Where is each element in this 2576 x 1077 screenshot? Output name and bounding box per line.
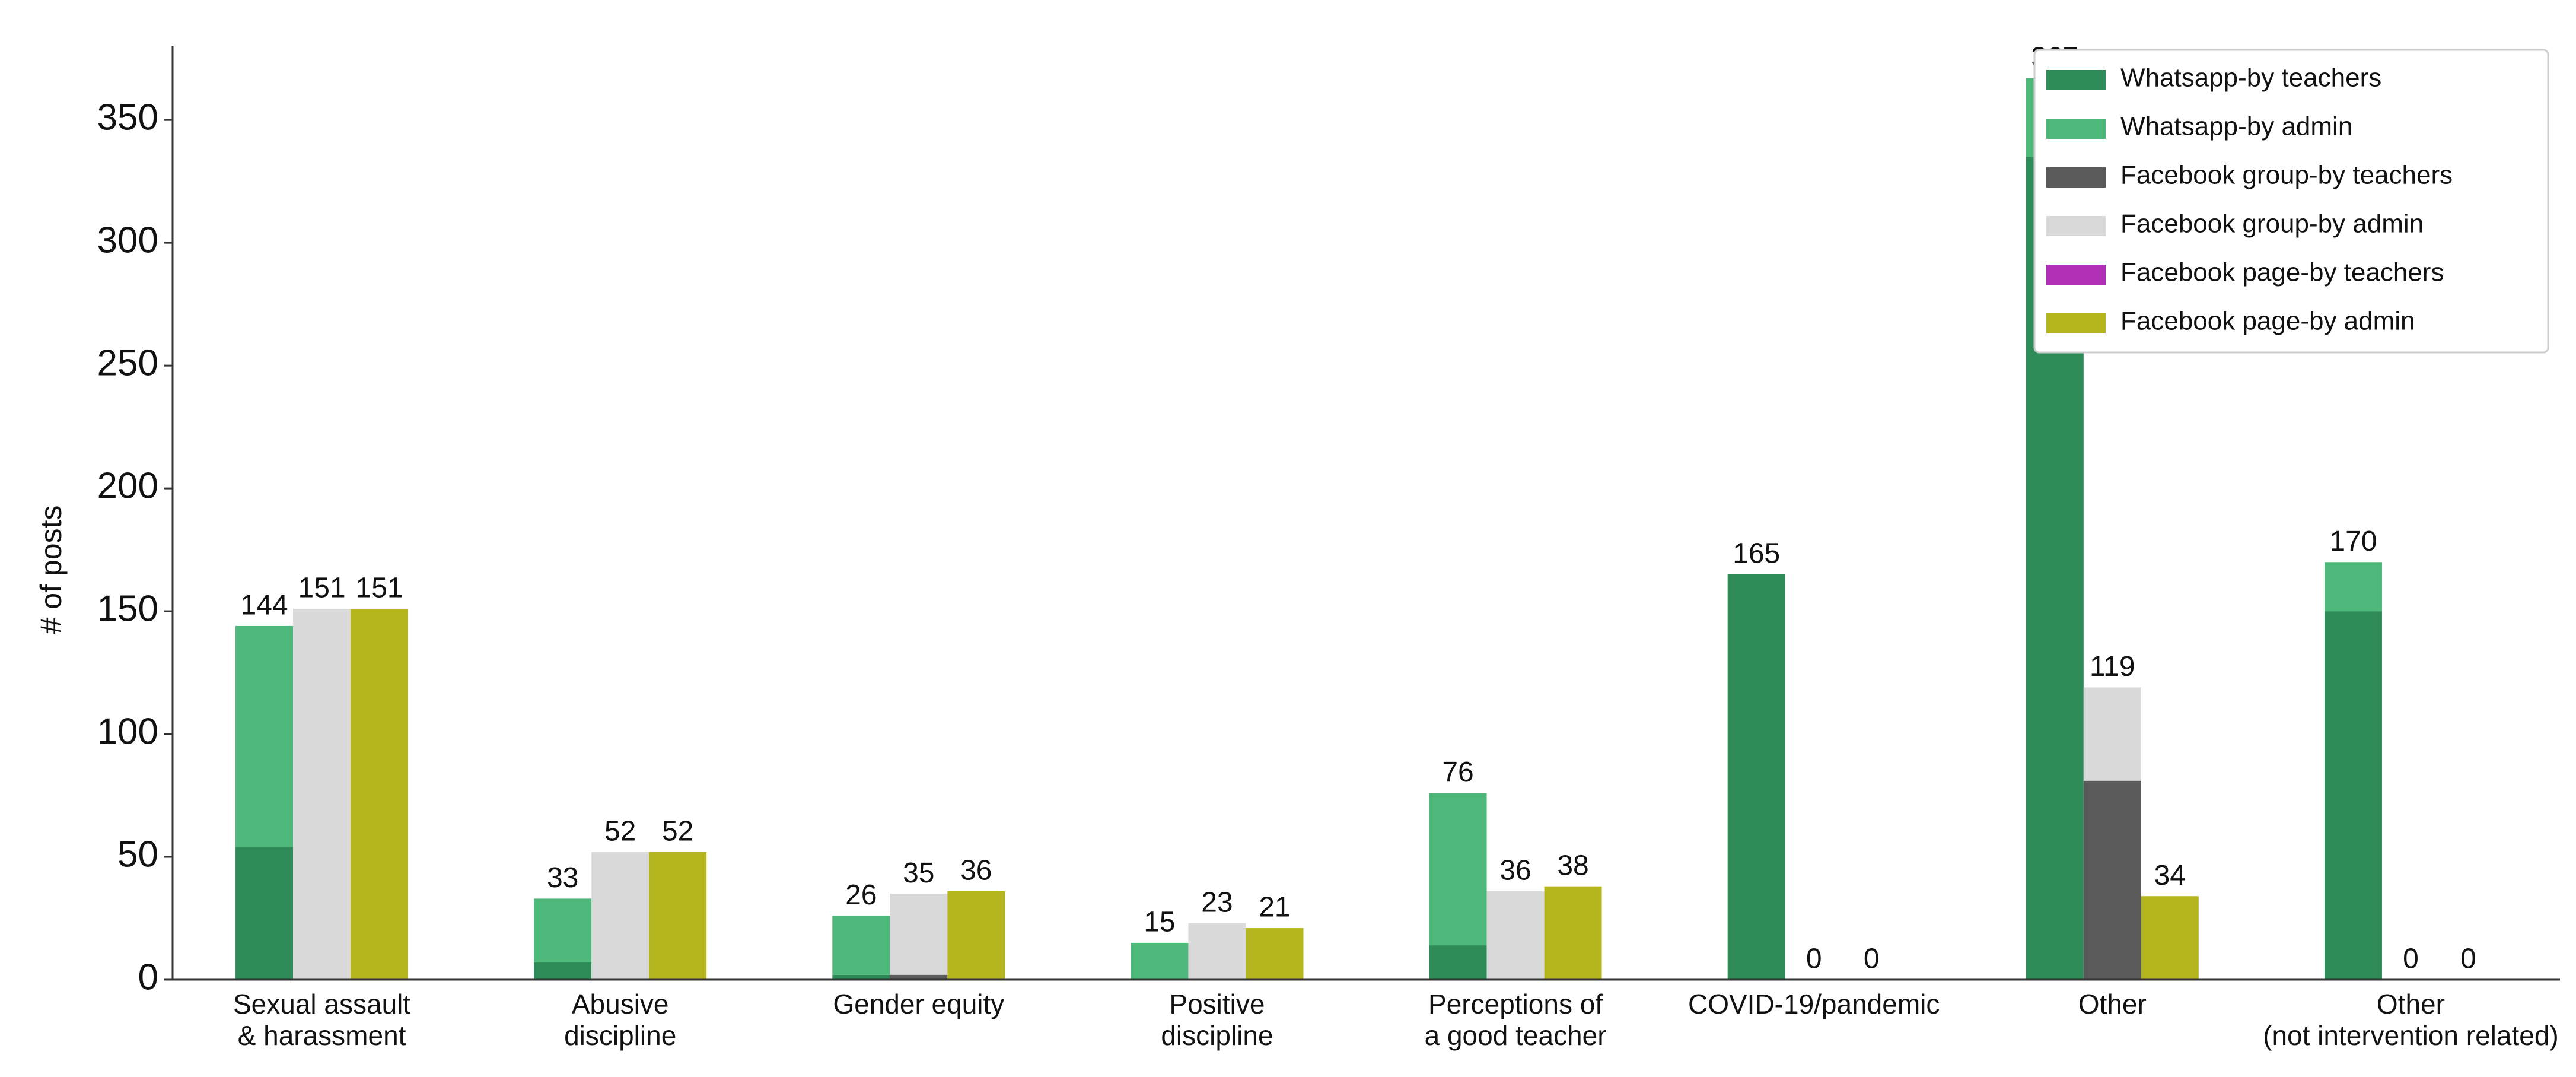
bar-segment [947, 891, 1005, 980]
bar-segment [2083, 780, 2141, 980]
total-label: 144 [241, 590, 288, 621]
total-label: 34 [2154, 860, 2186, 891]
bar-segment [2083, 687, 2141, 781]
y-tick-label: 100 [97, 711, 158, 752]
y-tick-label: 350 [97, 97, 158, 138]
total-label: 76 [1442, 757, 1473, 788]
bar-segment [2324, 611, 2382, 980]
total-label: 23 [1201, 887, 1233, 918]
legend-label: Facebook group-by teachers [2120, 161, 2453, 190]
total-label: 35 [903, 857, 934, 889]
total-label: 21 [1259, 892, 1290, 923]
bar-segment [649, 852, 707, 980]
bar-segment [1727, 574, 1785, 980]
total-label: 38 [1557, 850, 1588, 881]
x-tick-label: Perceptions of a good teacher [1425, 989, 1607, 1051]
y-tick-label: 50 [117, 834, 158, 875]
legend-label: Whatsapp-by admin [2120, 112, 2352, 141]
bar-segment [1131, 942, 1189, 980]
bar-segment [235, 625, 294, 847]
total-label: 0 [1864, 943, 1880, 975]
total-label: 0 [1806, 943, 1822, 975]
legend-swatch [2046, 70, 2106, 90]
y-tick-label: 300 [97, 220, 158, 261]
total-label: 165 [1733, 538, 1780, 570]
y-axis-label: # of posts [34, 506, 68, 634]
total-label: 15 [1144, 907, 1175, 938]
bar-segment [235, 847, 294, 980]
bar-segment [1486, 891, 1545, 980]
x-tick-label: Other [2078, 989, 2147, 1019]
legend-swatch [2046, 119, 2106, 139]
total-label: 33 [547, 862, 578, 894]
total-label: 36 [960, 855, 992, 887]
legend-label: Facebook group-by admin [2120, 209, 2424, 239]
bar-segment [1188, 923, 1246, 980]
bar-segment [351, 608, 409, 980]
y-tick-label: 200 [97, 465, 158, 506]
bar-segment [1544, 886, 1602, 980]
y-tick-label: 0 [138, 957, 158, 997]
bar-segment [832, 974, 890, 980]
bar-segment [1429, 945, 1487, 980]
total-label: 151 [298, 573, 346, 604]
total-label: 36 [1499, 855, 1531, 887]
bar-segment [890, 974, 948, 980]
total-label: 151 [356, 573, 403, 604]
legend-label: Facebook page-by teachers [2120, 258, 2444, 287]
legend-box [2033, 49, 2549, 354]
legend-label: Whatsapp-by teachers [2120, 63, 2381, 93]
legend-swatch [2046, 167, 2106, 188]
bar-segment [2324, 562, 2382, 612]
total-label: 119 [2090, 651, 2135, 682]
bar-segment [1429, 793, 1487, 946]
bar-segment [534, 962, 592, 980]
y-tick-label: 150 [97, 588, 158, 629]
bar-segment [591, 852, 649, 980]
legend-swatch [2046, 216, 2106, 236]
total-label: 52 [662, 815, 693, 847]
bar-segment [890, 894, 948, 975]
legend-swatch [2046, 265, 2106, 285]
total-label: 0 [2460, 943, 2476, 975]
x-tick-label: COVID-19/pandemic [1688, 989, 1940, 1019]
x-tick-label: Abusive discipline [564, 989, 676, 1051]
x-tick-label: Sexual assault & harassment [233, 989, 410, 1051]
total-label: 170 [2329, 526, 2377, 557]
total-label: 26 [845, 879, 877, 911]
bar-segment [293, 608, 351, 980]
total-label: 0 [2403, 943, 2419, 975]
legend-swatch [2046, 313, 2106, 333]
x-tick-label: Positive discipline [1161, 989, 1273, 1051]
total-label: 52 [604, 815, 636, 847]
x-tick-label: Other (not intervention related) [2263, 989, 2559, 1051]
x-tick-label: Gender equity [833, 989, 1004, 1019]
bar-segment [832, 916, 890, 975]
bar-segment [2141, 896, 2199, 980]
y-tick-label: 250 [97, 343, 158, 384]
bar-segment [534, 898, 592, 963]
legend-label: Facebook page-by admin [2120, 307, 2415, 336]
bar-segment [1246, 928, 1304, 980]
